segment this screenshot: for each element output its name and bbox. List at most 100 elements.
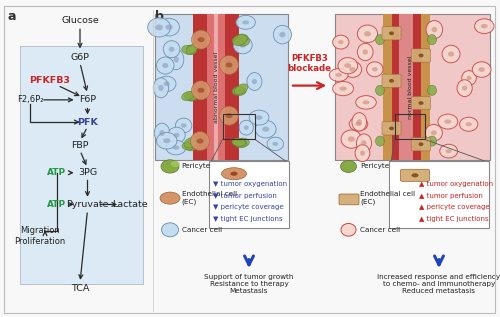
Ellipse shape	[262, 126, 270, 132]
Ellipse shape	[332, 35, 349, 49]
Ellipse shape	[340, 87, 346, 91]
Ellipse shape	[242, 20, 249, 24]
Ellipse shape	[244, 126, 249, 130]
Ellipse shape	[238, 138, 250, 146]
Ellipse shape	[182, 92, 194, 100]
Text: PFKFB3
blockade: PFKFB3 blockade	[288, 54, 332, 73]
Ellipse shape	[176, 118, 192, 133]
Text: Cancer cell: Cancer cell	[360, 227, 400, 233]
Text: ▲ tumor perfusion: ▲ tumor perfusion	[419, 193, 483, 199]
Ellipse shape	[154, 123, 170, 143]
Bar	[192, 14, 206, 160]
Ellipse shape	[330, 68, 348, 81]
Ellipse shape	[356, 122, 362, 126]
Ellipse shape	[364, 31, 371, 36]
Ellipse shape	[418, 142, 424, 146]
FancyBboxPatch shape	[155, 14, 288, 160]
Ellipse shape	[343, 61, 361, 77]
Ellipse shape	[161, 160, 179, 173]
FancyBboxPatch shape	[400, 169, 430, 181]
Ellipse shape	[240, 42, 246, 48]
Text: F6P: F6P	[79, 95, 96, 104]
Bar	[399, 14, 413, 160]
Ellipse shape	[162, 223, 178, 237]
FancyBboxPatch shape	[382, 74, 401, 87]
Ellipse shape	[474, 19, 494, 34]
Ellipse shape	[232, 138, 246, 146]
Ellipse shape	[362, 140, 366, 146]
Ellipse shape	[155, 24, 163, 30]
Ellipse shape	[237, 34, 248, 41]
Ellipse shape	[462, 86, 468, 91]
Ellipse shape	[181, 123, 186, 128]
Text: Pericyte: Pericyte	[182, 164, 211, 169]
FancyBboxPatch shape	[412, 49, 430, 62]
Ellipse shape	[376, 136, 384, 146]
Ellipse shape	[376, 85, 384, 95]
Ellipse shape	[466, 76, 471, 80]
Ellipse shape	[162, 63, 168, 68]
Ellipse shape	[186, 44, 198, 54]
Ellipse shape	[338, 40, 344, 44]
Text: 3PG: 3PG	[78, 168, 97, 177]
Ellipse shape	[220, 55, 238, 74]
Ellipse shape	[192, 30, 210, 49]
Ellipse shape	[462, 71, 476, 85]
Text: F2,6P₂: F2,6P₂	[17, 95, 44, 104]
Ellipse shape	[236, 36, 250, 46]
Ellipse shape	[372, 67, 378, 72]
Text: ▲ tumor oxygenation: ▲ tumor oxygenation	[419, 181, 493, 187]
Text: Pericyte: Pericyte	[360, 164, 390, 169]
Text: Glucose: Glucose	[61, 16, 99, 25]
Ellipse shape	[168, 49, 184, 70]
Ellipse shape	[156, 57, 174, 74]
Bar	[206, 14, 226, 160]
Ellipse shape	[366, 62, 383, 77]
Ellipse shape	[444, 119, 452, 124]
Bar	[214, 14, 218, 160]
Ellipse shape	[174, 56, 179, 62]
Ellipse shape	[239, 120, 254, 135]
Ellipse shape	[344, 63, 352, 68]
Ellipse shape	[148, 18, 171, 37]
Text: abnormal blood vessel: abnormal blood vessel	[214, 52, 218, 123]
Ellipse shape	[184, 92, 198, 101]
Ellipse shape	[198, 88, 204, 93]
Ellipse shape	[349, 117, 368, 131]
Ellipse shape	[279, 32, 285, 37]
Ellipse shape	[332, 81, 353, 96]
Ellipse shape	[448, 51, 454, 57]
Ellipse shape	[336, 73, 342, 77]
Bar	[413, 14, 420, 160]
Ellipse shape	[160, 192, 180, 204]
Ellipse shape	[172, 146, 180, 150]
Text: ▼ tight EC junctions: ▼ tight EC junctions	[213, 216, 282, 222]
Text: Pyruvate: Pyruvate	[66, 200, 109, 209]
Ellipse shape	[428, 85, 436, 95]
Ellipse shape	[192, 81, 210, 100]
Ellipse shape	[358, 25, 378, 42]
Ellipse shape	[457, 80, 472, 97]
Ellipse shape	[236, 16, 256, 29]
Text: ATP: ATP	[47, 168, 66, 177]
Ellipse shape	[428, 136, 436, 146]
Ellipse shape	[158, 76, 176, 92]
Ellipse shape	[171, 161, 180, 167]
FancyBboxPatch shape	[388, 161, 489, 228]
Ellipse shape	[168, 47, 174, 52]
Ellipse shape	[389, 79, 394, 83]
Ellipse shape	[226, 62, 232, 68]
Ellipse shape	[156, 133, 177, 149]
Ellipse shape	[166, 140, 186, 155]
Ellipse shape	[182, 45, 196, 55]
Bar	[420, 14, 430, 160]
Ellipse shape	[186, 140, 197, 151]
Ellipse shape	[478, 67, 485, 72]
Ellipse shape	[442, 45, 460, 63]
Ellipse shape	[466, 122, 472, 126]
Ellipse shape	[247, 73, 262, 90]
Ellipse shape	[426, 21, 442, 39]
FancyBboxPatch shape	[208, 161, 289, 228]
Ellipse shape	[234, 36, 252, 54]
Ellipse shape	[389, 31, 394, 35]
